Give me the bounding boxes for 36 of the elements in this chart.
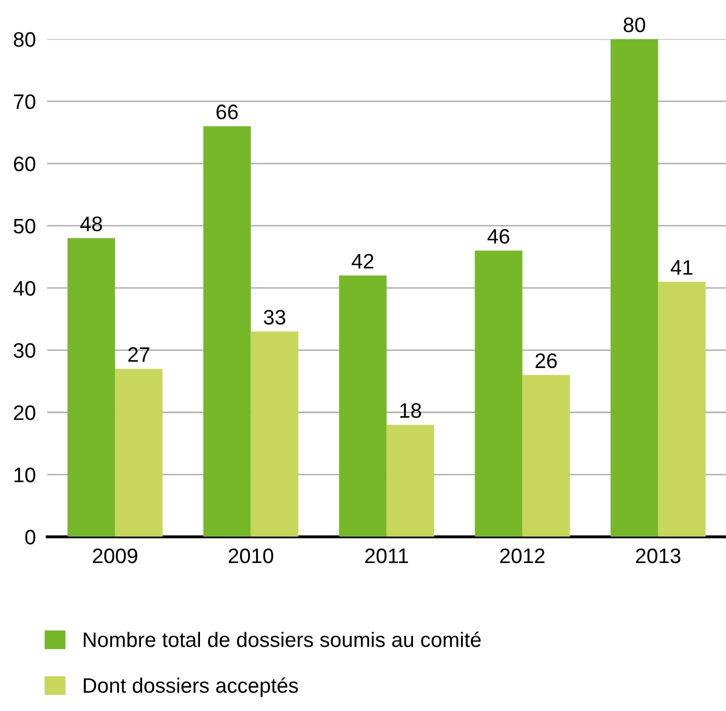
- data-label: 27: [128, 347, 150, 362]
- y-tick-label: 50: [14, 218, 36, 234]
- x-tick-label: 2010: [228, 548, 274, 564]
- data-label: 48: [80, 216, 102, 232]
- data-label: 33: [264, 310, 286, 325]
- data-label: 46: [487, 228, 510, 244]
- y-tick-label: 60: [14, 156, 36, 172]
- bar: [658, 282, 706, 537]
- y-tick-label: 10: [14, 468, 36, 482]
- y-tick-label: 30: [14, 343, 36, 358]
- bar: [386, 424, 434, 537]
- y-tick-label: 0: [25, 530, 36, 545]
- legend-label: Nombre total de dossiers soumis au comité: [84, 632, 481, 648]
- bar: [250, 332, 298, 537]
- x-tick-label: 2011: [365, 548, 408, 564]
- x-tick-label: 2013: [636, 548, 680, 564]
- bar: [610, 39, 658, 537]
- data-label: 26: [536, 353, 557, 368]
- data-label: 42: [352, 254, 374, 268]
- x-tick-label: 2012: [500, 548, 544, 564]
- bar: [203, 126, 251, 537]
- y-tick-label: 20: [14, 405, 36, 420]
- data-label: 80: [624, 17, 646, 32]
- data-label: 18: [400, 403, 422, 418]
- x-tick-label: 2009: [92, 548, 138, 564]
- y-tick-label: 70: [14, 94, 36, 110]
- bar: [68, 238, 116, 537]
- bar: [522, 375, 570, 537]
- y-tick-label: 80: [14, 32, 36, 47]
- data-label: 41: [670, 260, 692, 275]
- legend-label: Dont dossiers acceptés: [84, 677, 298, 698]
- bar: [339, 276, 387, 537]
- y-tick-label: 40: [13, 280, 36, 296]
- bar: [474, 250, 522, 537]
- data-label: 66: [216, 104, 238, 120]
- bar: [115, 368, 163, 537]
